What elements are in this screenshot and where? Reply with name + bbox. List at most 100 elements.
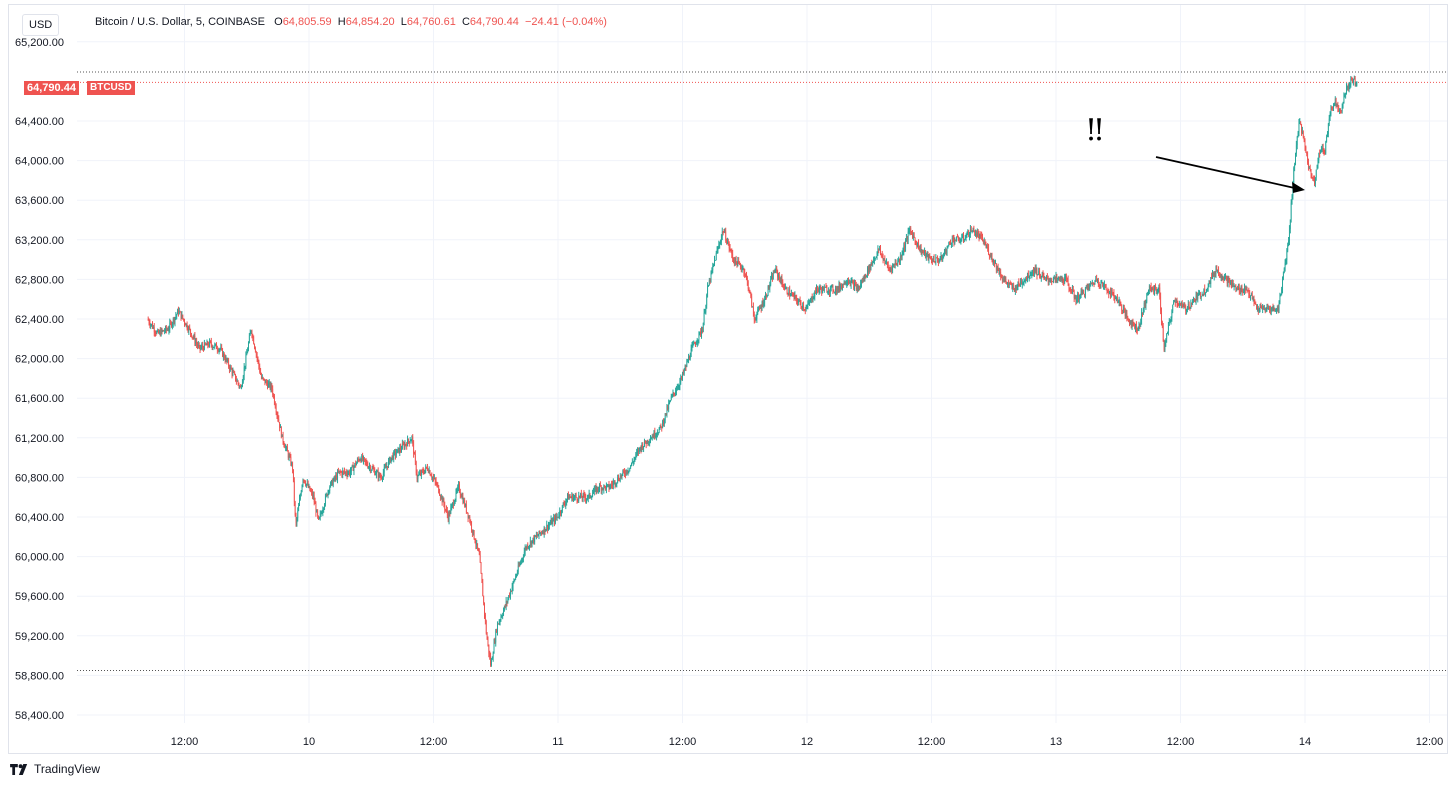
candle-body bbox=[502, 614, 504, 617]
candle-body bbox=[242, 376, 244, 382]
candle-body bbox=[197, 345, 199, 347]
candle-body bbox=[1014, 288, 1015, 292]
candle-body bbox=[452, 502, 454, 506]
candle-body bbox=[440, 496, 442, 498]
candle-body bbox=[855, 283, 856, 285]
candle-body bbox=[517, 565, 519, 573]
candle-body bbox=[877, 248, 879, 253]
candle-body bbox=[979, 235, 981, 239]
candle-body bbox=[210, 341, 212, 346]
candle-body bbox=[604, 485, 606, 487]
candle-body bbox=[959, 240, 961, 243]
candle-body bbox=[927, 253, 929, 260]
candle-body bbox=[676, 387, 678, 391]
candle-body bbox=[1011, 284, 1013, 289]
candle-body bbox=[437, 484, 439, 486]
candle-body bbox=[1302, 131, 1303, 133]
candle-body bbox=[1059, 277, 1061, 280]
candle-body bbox=[1133, 323, 1135, 325]
candle-body bbox=[392, 455, 394, 460]
candle-body bbox=[898, 258, 900, 262]
candle-body bbox=[914, 237, 916, 242]
candle-body bbox=[551, 519, 553, 525]
candle-body bbox=[636, 452, 638, 454]
currency-selector[interactable]: USD bbox=[22, 14, 60, 36]
candle-body bbox=[312, 495, 314, 497]
candle-body bbox=[1103, 285, 1104, 287]
candle-body bbox=[484, 603, 485, 615]
candle-body bbox=[1091, 282, 1093, 284]
candle-body bbox=[773, 272, 775, 274]
candle-body bbox=[983, 241, 985, 243]
candle-body bbox=[195, 342, 197, 344]
candle-body bbox=[1282, 278, 1283, 290]
candle-body bbox=[1212, 272, 1214, 277]
candle-body bbox=[363, 457, 364, 461]
candle-body bbox=[606, 484, 608, 486]
candle-body bbox=[1055, 276, 1057, 279]
candle-body bbox=[690, 348, 692, 357]
candle-body bbox=[733, 258, 734, 262]
candle-body bbox=[750, 292, 752, 297]
candle-body bbox=[558, 515, 560, 517]
candle-body bbox=[213, 346, 215, 348]
brand-footer[interactable]: TradingView bbox=[10, 762, 100, 776]
candle-body bbox=[271, 384, 273, 389]
candle-body bbox=[509, 595, 510, 597]
candle-body bbox=[707, 286, 708, 296]
candle-body bbox=[248, 335, 250, 343]
candle-body bbox=[350, 471, 351, 475]
candle-body bbox=[803, 305, 804, 310]
candle-body bbox=[919, 247, 921, 250]
candle-body bbox=[372, 468, 374, 470]
candle-body bbox=[497, 623, 498, 632]
candle-body bbox=[1262, 308, 1264, 310]
x-tick-label: 12:00 bbox=[918, 736, 946, 748]
candle-body bbox=[288, 455, 290, 458]
candle-body bbox=[449, 512, 451, 514]
candle-body bbox=[945, 248, 947, 253]
candle-body bbox=[762, 302, 764, 306]
candle-body bbox=[777, 270, 779, 277]
price-chart[interactable]: 58,400.00 58,800.00 59,200.00 59,600.00 60,0… bbox=[9, 5, 1447, 753]
candle-body bbox=[1045, 277, 1047, 279]
candle-body bbox=[301, 485, 303, 492]
candle-body bbox=[1180, 302, 1182, 304]
candle-body bbox=[567, 494, 569, 500]
candle-body bbox=[625, 470, 627, 475]
candle-body bbox=[1222, 277, 1224, 279]
candle-body bbox=[1015, 285, 1017, 290]
candle-body bbox=[1096, 278, 1098, 282]
candle-body bbox=[974, 230, 976, 236]
candle-body bbox=[1079, 293, 1081, 299]
candle-body bbox=[167, 329, 169, 331]
candle-body bbox=[149, 323, 151, 326]
candle-body bbox=[984, 241, 986, 245]
candle-body bbox=[787, 293, 789, 296]
candle-body bbox=[794, 295, 796, 299]
candle-body bbox=[1214, 273, 1216, 275]
candle-body bbox=[421, 470, 423, 472]
candle-body bbox=[1331, 106, 1333, 108]
y-tick-label: 60,000.00 bbox=[15, 552, 64, 564]
candle-body bbox=[1136, 330, 1138, 332]
candle-body bbox=[1238, 287, 1239, 290]
candle-body bbox=[765, 295, 766, 299]
candle-body bbox=[1327, 124, 1329, 134]
candle-body bbox=[286, 447, 287, 449]
candle-body bbox=[911, 231, 913, 234]
candle-body bbox=[835, 288, 837, 293]
candle-body bbox=[1010, 283, 1012, 285]
candle-body bbox=[420, 473, 421, 475]
candle-body bbox=[1089, 284, 1091, 289]
candle-body bbox=[555, 516, 556, 523]
candle-body bbox=[925, 253, 927, 257]
candle-body bbox=[873, 260, 874, 262]
candle-body bbox=[682, 372, 684, 374]
candle-body bbox=[1141, 312, 1142, 323]
candle-body bbox=[1151, 288, 1153, 292]
candle-body bbox=[1153, 289, 1155, 293]
candle-body bbox=[915, 241, 917, 243]
candle-body bbox=[802, 305, 804, 309]
candle-body bbox=[1286, 250, 1288, 261]
